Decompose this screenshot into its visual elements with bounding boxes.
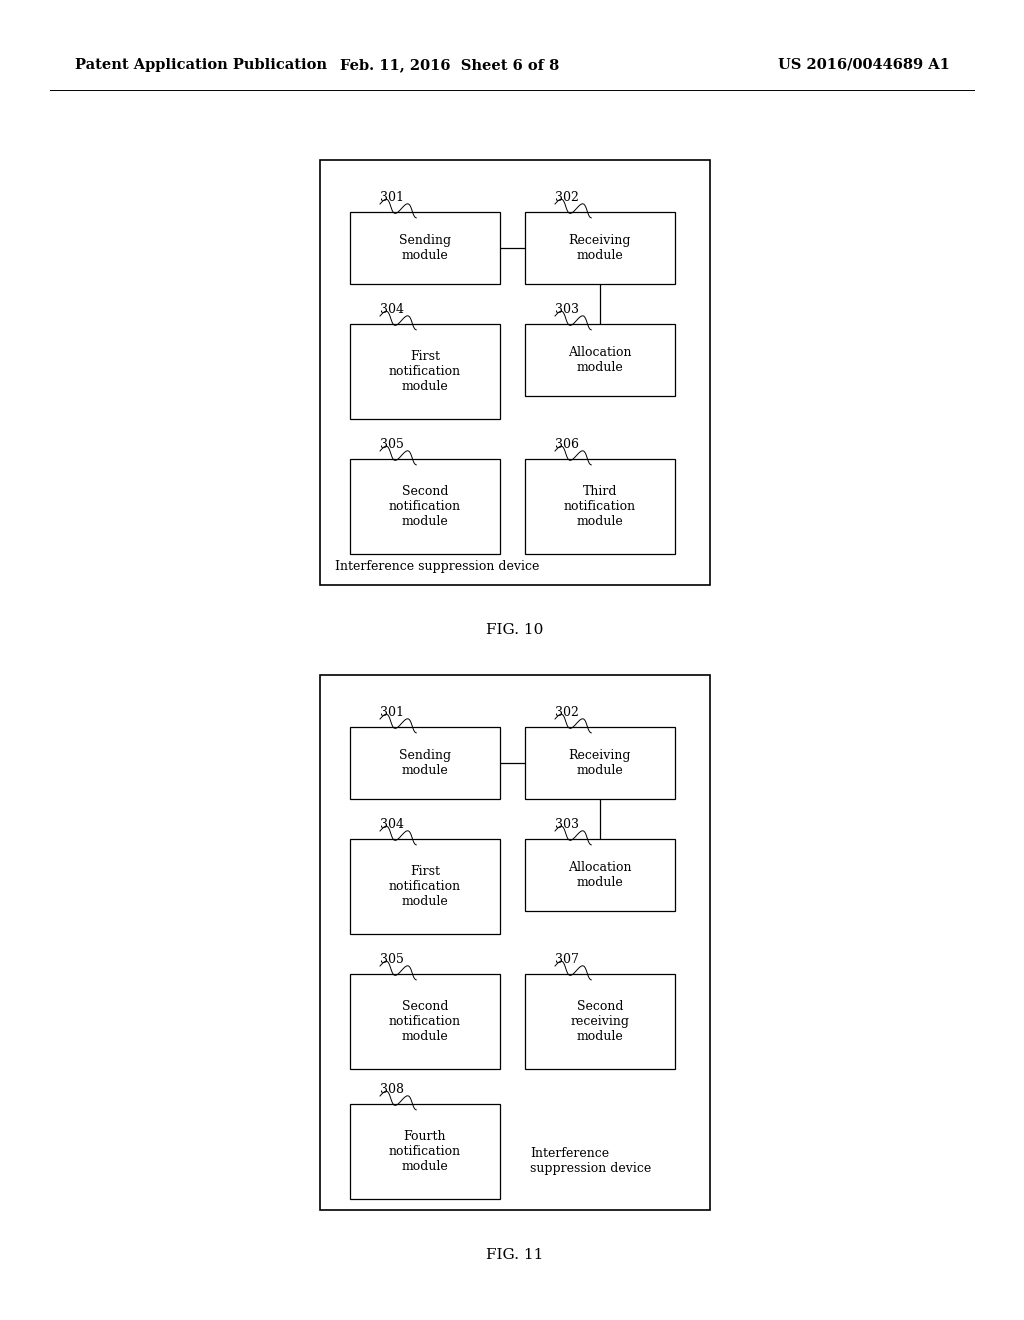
FancyBboxPatch shape [525,213,675,284]
Text: Allocation
module: Allocation module [568,861,632,888]
Text: Receiving
module: Receiving module [568,234,631,261]
FancyBboxPatch shape [350,974,500,1069]
Text: FIG. 11: FIG. 11 [486,1247,544,1262]
Text: Second
notification
module: Second notification module [389,1001,461,1043]
Text: Feb. 11, 2016  Sheet 6 of 8: Feb. 11, 2016 Sheet 6 of 8 [340,58,560,73]
Text: 302: 302 [555,191,579,205]
Text: 307: 307 [555,953,579,966]
Text: Interference suppression device: Interference suppression device [335,560,540,573]
Text: Second
notification
module: Second notification module [389,484,461,528]
FancyBboxPatch shape [319,675,710,1210]
FancyBboxPatch shape [350,459,500,554]
FancyBboxPatch shape [350,213,500,284]
FancyBboxPatch shape [350,323,500,418]
Text: First
notification
module: First notification module [389,865,461,908]
Text: FIG. 10: FIG. 10 [486,623,544,638]
Text: Patent Application Publication: Patent Application Publication [75,58,327,73]
Text: 304: 304 [380,818,404,832]
FancyBboxPatch shape [350,840,500,935]
Text: Sending
module: Sending module [399,748,451,777]
Text: 303: 303 [555,818,579,832]
Text: First
notification
module: First notification module [389,350,461,393]
FancyBboxPatch shape [525,459,675,554]
FancyBboxPatch shape [525,323,675,396]
Text: 304: 304 [380,304,404,315]
FancyBboxPatch shape [350,727,500,799]
Text: 303: 303 [555,304,579,315]
Text: Interference
suppression device: Interference suppression device [530,1147,651,1175]
Text: 301: 301 [380,191,404,205]
FancyBboxPatch shape [525,974,675,1069]
Text: 305: 305 [380,953,403,966]
FancyBboxPatch shape [350,1104,500,1199]
Text: Allocation
module: Allocation module [568,346,632,374]
Text: Receiving
module: Receiving module [568,748,631,777]
Text: 302: 302 [555,706,579,719]
Text: Sending
module: Sending module [399,234,451,261]
Text: Third
notification
module: Third notification module [564,484,636,528]
Text: Fourth
notification
module: Fourth notification module [389,1130,461,1173]
Text: 305: 305 [380,438,403,451]
FancyBboxPatch shape [319,160,710,585]
Text: Second
receiving
module: Second receiving module [570,1001,630,1043]
Text: 306: 306 [555,438,579,451]
Text: 308: 308 [380,1082,404,1096]
FancyBboxPatch shape [525,727,675,799]
Text: US 2016/0044689 A1: US 2016/0044689 A1 [778,58,950,73]
Text: 301: 301 [380,706,404,719]
FancyBboxPatch shape [525,840,675,911]
